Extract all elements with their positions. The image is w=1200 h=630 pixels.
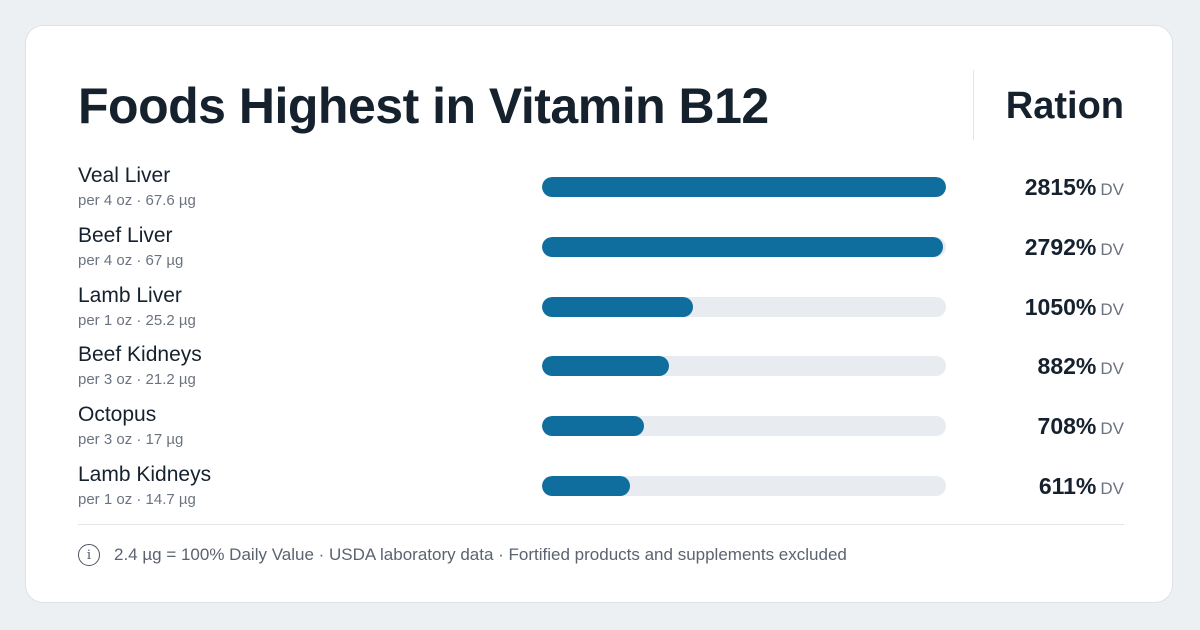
value-number: 882% [1037,353,1097,380]
value-label: 708% DV [1038,411,1124,445]
value-number: 1050% [1024,293,1097,320]
bar-track [542,476,946,496]
food-name: Beef Kidneys [78,343,202,367]
bar-track [542,416,946,437]
food-serving: per 1 oz · 14.7 µg [78,491,196,508]
bar-fill [542,416,644,437]
food-name: Octopus [78,403,157,427]
table-row: Lamb Liver per 1 oz · 25.2 µg 1050% DV [26,283,1172,343]
value-number: 2815% [1024,174,1097,200]
value-label: 2815% DV [1025,172,1124,206]
bar-fill [542,177,946,197]
value-unit: DV [1100,239,1124,259]
food-name: Beef Liver [78,223,173,247]
footer-note: 2.4 µg = 100% Daily Value · USDA laborat… [114,545,847,564]
food-name: Lamb Kidneys [78,463,212,486]
brand-divider [973,70,974,140]
chart-card: Foods Highest in Vitamin B12 Ration Veal… [25,25,1173,603]
table-row: Beef Kidneys per 3 oz · 21.2 µg 882% DV [26,342,1172,402]
food-serving: per 4 oz · 67.6 µg [78,192,196,209]
footer: i 2.4 µg = 100% Daily Value · USDA labor… [78,544,847,566]
bar-fill [542,476,630,496]
table-row: Beef Liver per 4 oz · 67 µg 2792% DV [26,223,1172,283]
food-serving: per 1 oz · 25.2 µg [78,311,196,329]
value-unit: DV [1100,479,1124,498]
bar-fill [542,236,943,257]
value-unit: DV [1100,359,1124,379]
bar-fill [542,356,669,377]
bar-track [542,296,946,317]
value-unit: DV [1100,299,1124,319]
value-unit: DV [1100,419,1124,439]
bar-fill [542,296,693,317]
value-number: 2792% [1024,233,1097,260]
food-name: Veal Liver [78,164,171,187]
brand-logo: Ration [1005,85,1124,127]
value-label: 2792% DV [1025,232,1124,266]
food-serving: per 3 oz · 17 µg [78,431,184,449]
value-number: 708% [1037,413,1097,440]
food-name: Lamb Liver [78,283,182,307]
table-row: Lamb Kidneys per 1 oz · 14.7 µg 611% DV [26,462,1172,522]
bar-track [542,356,946,377]
page-title: Foods Highest in Vitamin B12 [78,78,769,134]
footer-divider [78,524,1124,525]
bar-chart: Veal Liver per 4 oz · 67.6 µg 2815% DV Beef … [26,163,1172,523]
value-label: 611% DV [1039,471,1124,505]
info-icon: i [78,544,100,566]
value-label: 882% DV [1038,351,1124,385]
food-serving: per 4 oz · 67 µg [78,251,184,269]
table-row: Veal Liver per 4 oz · 67.6 µg 2815% DV [26,163,1172,223]
value-unit: DV [1100,180,1124,199]
value-label: 1050% DV [1025,292,1124,326]
food-serving: per 3 oz · 21.2 µg [78,371,196,389]
bar-track [542,236,946,257]
value-number: 611% [1038,473,1097,499]
table-row: Octopus per 3 oz · 17 µg 708% DV [26,402,1172,462]
bar-track [542,177,946,197]
